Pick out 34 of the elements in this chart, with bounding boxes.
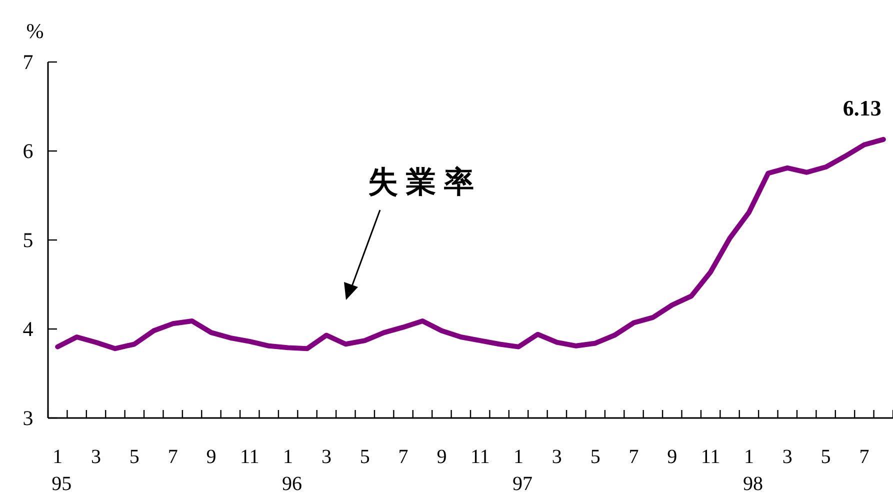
data-label: 6.13: [842, 95, 882, 120]
x-tick-label: 1: [52, 446, 63, 468]
text: 97: [512, 473, 533, 495]
x-tick-label: 3: [552, 446, 562, 468]
x-tick-label: 7: [398, 446, 408, 468]
x-tick-label: 9: [436, 446, 447, 468]
x-tick-label: 1: [514, 446, 524, 468]
x-tick-label: 1: [744, 446, 754, 468]
text: 98: [742, 473, 763, 495]
annotation: 失業率: [368, 165, 482, 200]
x-tick-label: 5: [360, 446, 370, 468]
x-tick-label: 11: [700, 446, 720, 468]
x-tick-label: 5: [820, 446, 831, 468]
y-axis-title: %: [26, 19, 44, 43]
x-tick-label: 7: [168, 446, 178, 468]
y-tick-label: 4: [22, 317, 34, 341]
x-tick-label: 3: [91, 446, 102, 468]
x-tick-label: 3: [782, 446, 792, 468]
y-tick-label: 6: [22, 139, 34, 163]
x-tick-label: 5: [129, 446, 140, 468]
x-tick-label: 11: [470, 446, 490, 468]
x-tick-label: 7: [859, 446, 870, 468]
y-tick-label: 7: [22, 50, 34, 74]
x-tick-label: 5: [590, 446, 600, 468]
x-tick-label: 11: [240, 446, 260, 468]
text: 96: [282, 473, 302, 495]
x-tick-label: 7: [628, 446, 639, 468]
x-tick-label: 3: [321, 446, 332, 468]
y-tick-label: 5: [22, 228, 34, 252]
x-tick-label: 1: [283, 446, 294, 468]
x-tick-label: 9: [667, 446, 678, 468]
text: 95: [52, 473, 72, 495]
x-tick-label: 9: [206, 446, 216, 468]
y-tick-label: 3: [22, 406, 34, 430]
